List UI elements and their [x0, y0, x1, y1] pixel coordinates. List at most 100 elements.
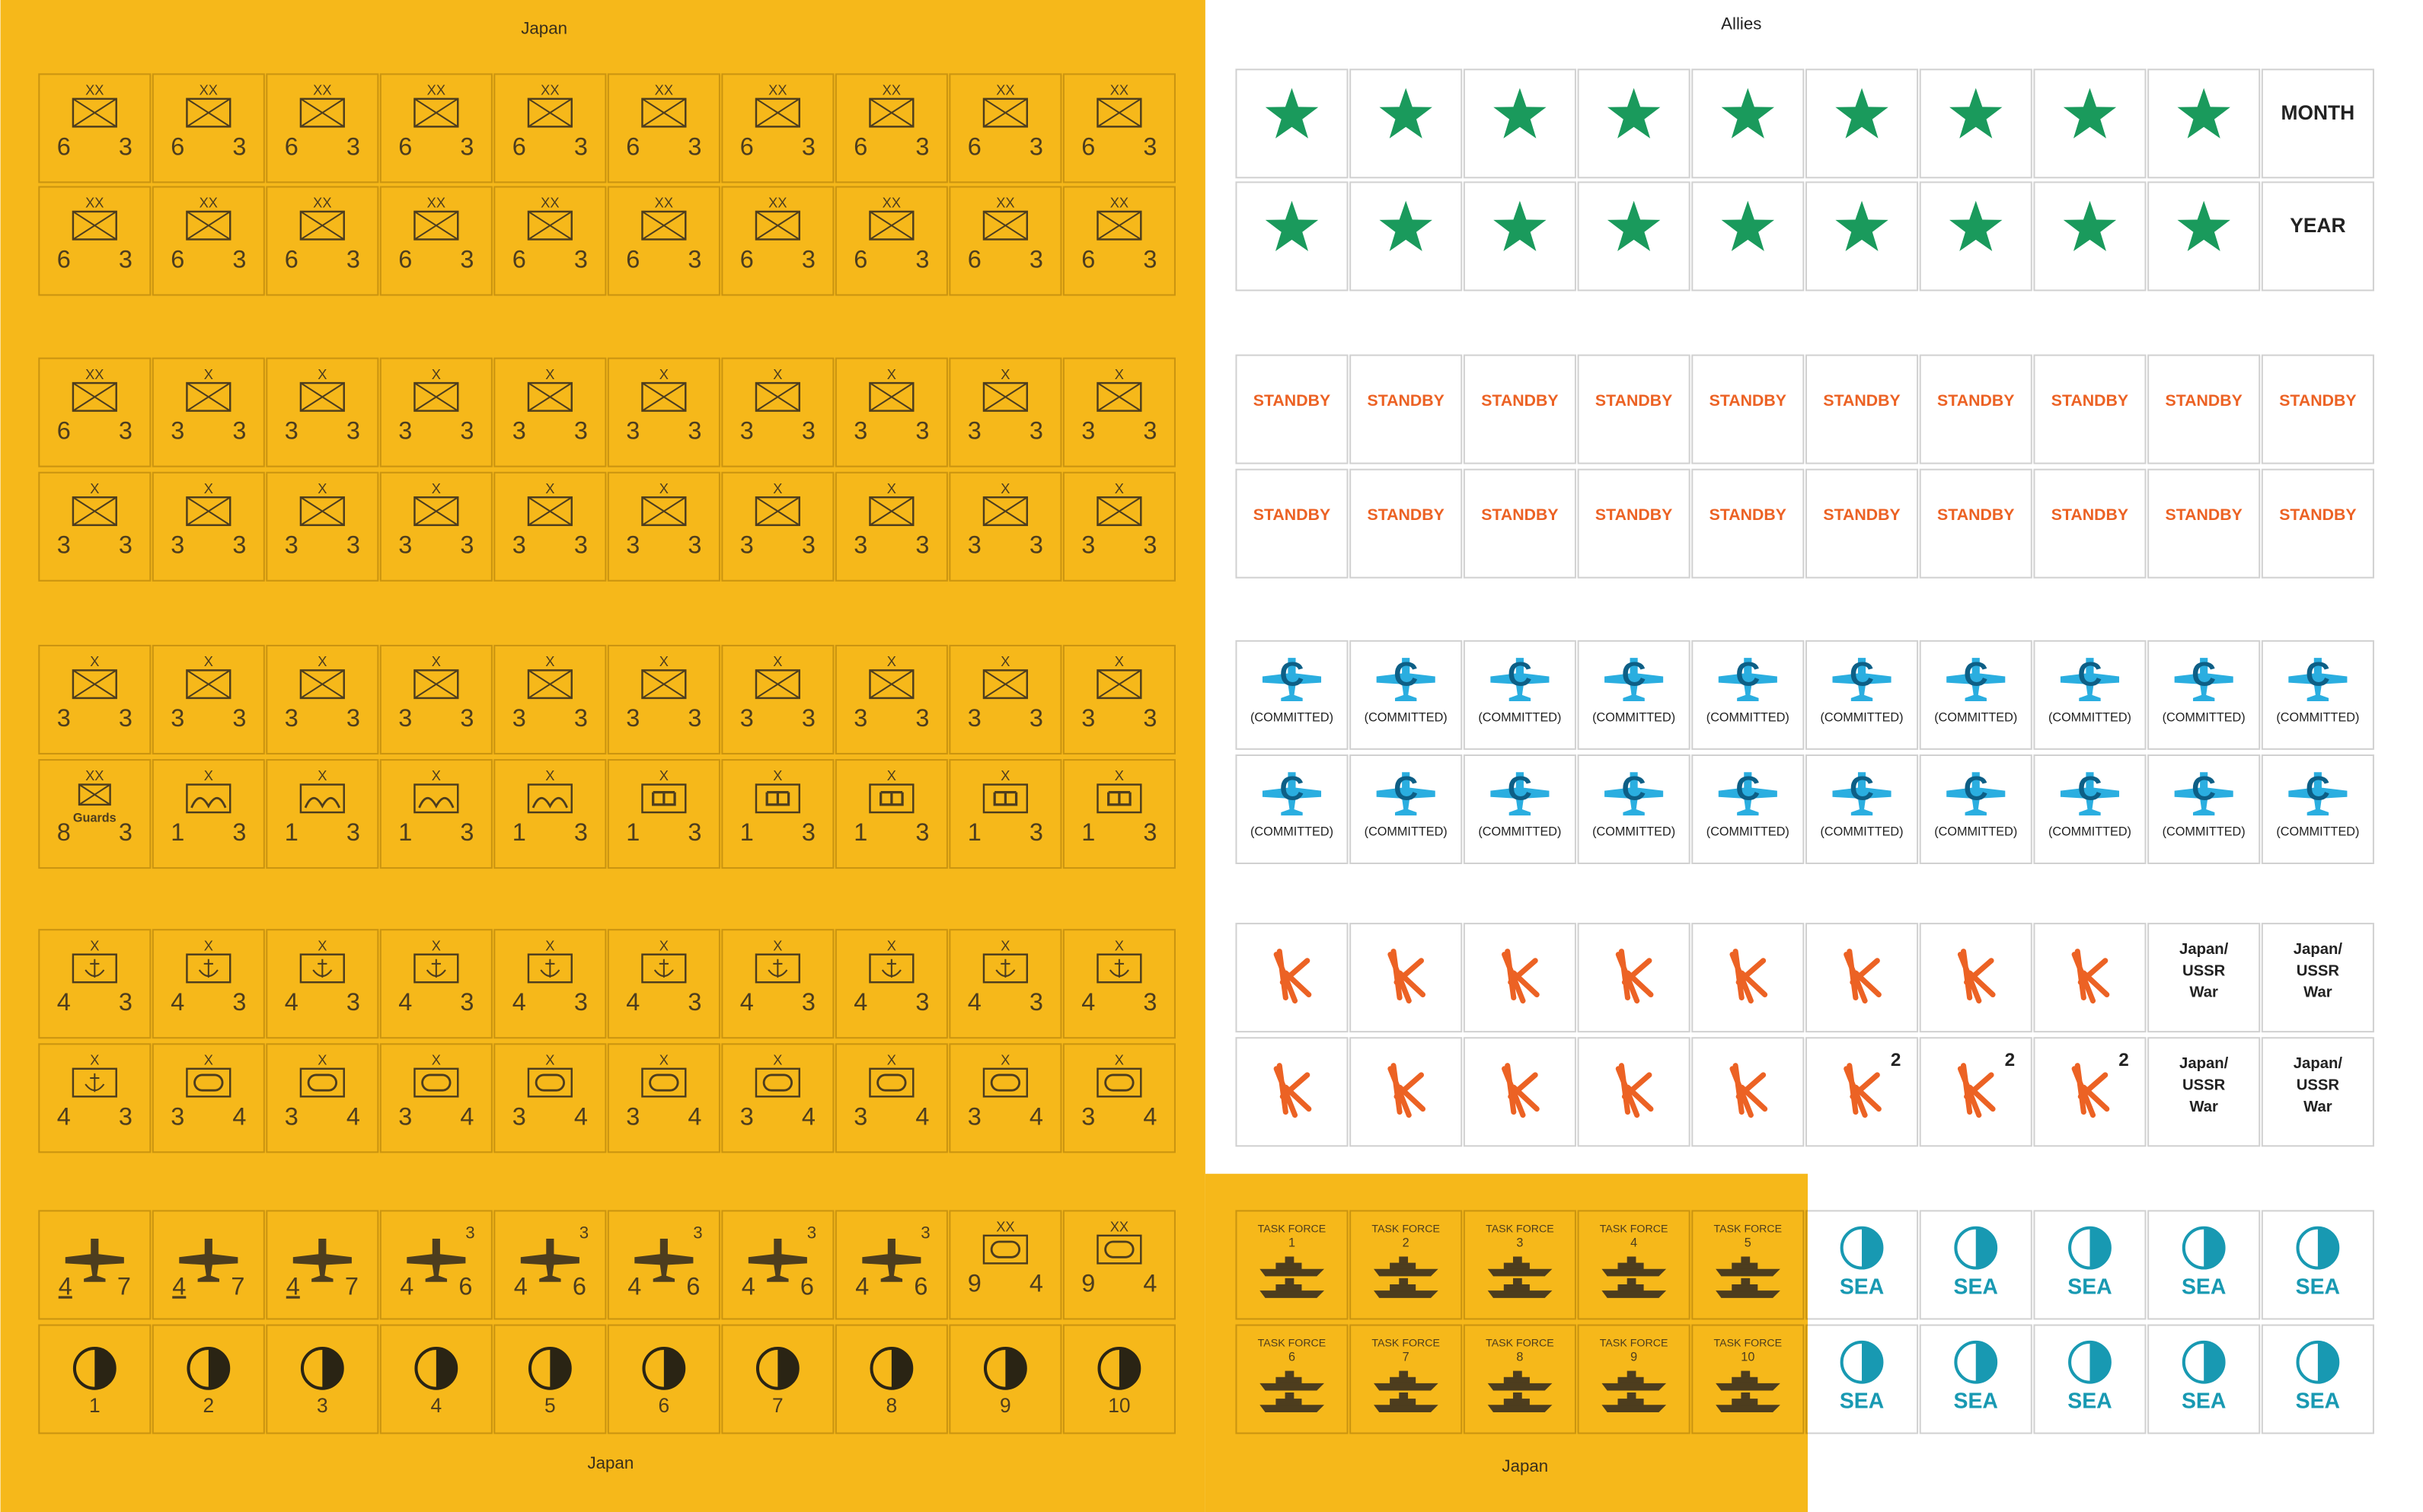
- unit-size: X: [773, 653, 782, 669]
- japan-counter: X 3 4: [968, 1051, 1043, 1130]
- mountain-symbol: [190, 796, 227, 809]
- allies-counter: [2071, 949, 2110, 1004]
- counter-right-value: 3: [1030, 417, 1043, 445]
- unit-box: [78, 783, 111, 806]
- infantry-symbol: [869, 382, 914, 412]
- counter-outline: [1919, 181, 2032, 292]
- counter-outline: [2033, 754, 2147, 865]
- unit-size: XX: [85, 366, 104, 382]
- plane-symbol: [862, 1238, 921, 1282]
- counter-outline: [607, 1324, 720, 1434]
- mountain-symbol: [418, 796, 455, 809]
- standby-label: STANDBY: [2051, 506, 2128, 524]
- counter-left-value: 3: [626, 531, 640, 559]
- counter-outline: [1349, 354, 1463, 464]
- counter-left-value: 6: [968, 132, 982, 160]
- plane-symbol: [292, 1238, 352, 1282]
- counter-right-value: 3: [119, 132, 132, 160]
- infantry-symbol: [1097, 211, 1141, 241]
- unit-box: [755, 669, 800, 700]
- counter-outline: [2033, 923, 2147, 1033]
- japan-counter: 3 4 6: [855, 1223, 930, 1300]
- star-symbol: [2063, 200, 2117, 251]
- counter-right-value: 3: [1143, 417, 1157, 445]
- ship-symbol: [1601, 1392, 1667, 1412]
- counter-outline: [1577, 923, 1690, 1033]
- sea-counter: SEA: [2067, 1226, 2112, 1299]
- unit-size: XX: [996, 195, 1014, 211]
- counter-outline: [1805, 923, 1919, 1033]
- japan-counter: X 3 3: [57, 480, 132, 559]
- allies-counter: C (COMMITTED): [1934, 656, 2017, 724]
- unit-box: [869, 381, 915, 412]
- star-symbol: [1607, 88, 1661, 139]
- committed-letter: C: [1279, 656, 1304, 693]
- unit-box: [755, 1067, 800, 1098]
- japan-counter: XX 6 3: [285, 195, 360, 273]
- war-label: Japan/: [2294, 941, 2343, 958]
- japan-counter: X 3 4: [285, 1051, 360, 1130]
- war-label: USSR: [2182, 1077, 2226, 1093]
- unit-box: [1097, 1067, 1142, 1098]
- counter-outline: [1349, 1324, 1463, 1434]
- japan-counter: 3: [300, 1346, 344, 1417]
- unit-size: XX: [883, 195, 901, 211]
- allies-counter: [2063, 200, 2117, 251]
- japan-counter: XX 6 3: [1081, 195, 1157, 273]
- anchor-symbol: [85, 1073, 105, 1093]
- japan-counter: XX 6 3: [854, 195, 929, 273]
- unit-size: XX: [200, 82, 218, 98]
- counter-outline: [721, 73, 835, 183]
- counter-outline: [2261, 1210, 2374, 1320]
- war-label: USSR: [2182, 962, 2226, 979]
- counter-outline: [1062, 1043, 1176, 1153]
- counter-outline: [2033, 181, 2147, 292]
- counter-right-value: 3: [802, 704, 816, 732]
- counter-outline: [1463, 923, 1576, 1033]
- counter-left-value: 3: [171, 531, 184, 559]
- counter-outline: [1349, 69, 1463, 179]
- counter-outline: [152, 929, 265, 1039]
- counter-outline: [1062, 186, 1176, 296]
- allies-counter: STANDBY: [1937, 391, 2014, 410]
- counter-right-value: 3: [346, 132, 360, 160]
- engineer-symbol: [879, 791, 904, 806]
- counter-outline: [38, 357, 152, 467]
- counter-left-value: 3: [968, 704, 982, 732]
- unit-box: [755, 953, 800, 984]
- counter-right-value: 3: [802, 132, 816, 160]
- unit-box: [869, 210, 915, 241]
- counter-outline: [152, 357, 265, 467]
- japan-counter: XX 6 3: [57, 366, 132, 445]
- infantry-symbol: [72, 382, 117, 412]
- japan-counter: 3 4 6: [742, 1223, 816, 1300]
- committed-letter: C: [1622, 770, 1646, 807]
- counter-outline: [1349, 468, 1463, 579]
- counter-left-value: 4: [855, 1272, 869, 1300]
- counter-outline: [1463, 1210, 1576, 1320]
- counter-outline: [1577, 640, 1690, 750]
- unit-box: [982, 1234, 1029, 1265]
- committed-letter: C: [2306, 770, 2330, 807]
- unit-box: [299, 381, 345, 412]
- counter-outline: [1463, 640, 1576, 750]
- counter-left-value: 8: [57, 818, 71, 846]
- counter-right-value: 6: [800, 1272, 814, 1300]
- plane-symbol: [1262, 658, 1322, 701]
- sea-label: SEA: [2296, 1274, 2340, 1299]
- star-symbol: [1265, 200, 1319, 251]
- counter-outline: [1062, 73, 1176, 183]
- counter-left-value: 3: [171, 417, 184, 445]
- counter-outline: [2261, 1037, 2374, 1147]
- allies-counter: STANDBY: [1368, 391, 1445, 410]
- unit-box: [1097, 381, 1142, 412]
- counter-outline: [1805, 354, 1919, 464]
- counter-right-value: 3: [688, 704, 701, 732]
- japan-counter: X 3 3: [398, 653, 474, 732]
- counter-outline: [1691, 640, 1805, 750]
- counter-outline: [1349, 1037, 1463, 1147]
- ship-symbol: [1716, 1278, 1780, 1298]
- counter-outline: [721, 1210, 835, 1320]
- japan-counter: 10: [1097, 1346, 1141, 1417]
